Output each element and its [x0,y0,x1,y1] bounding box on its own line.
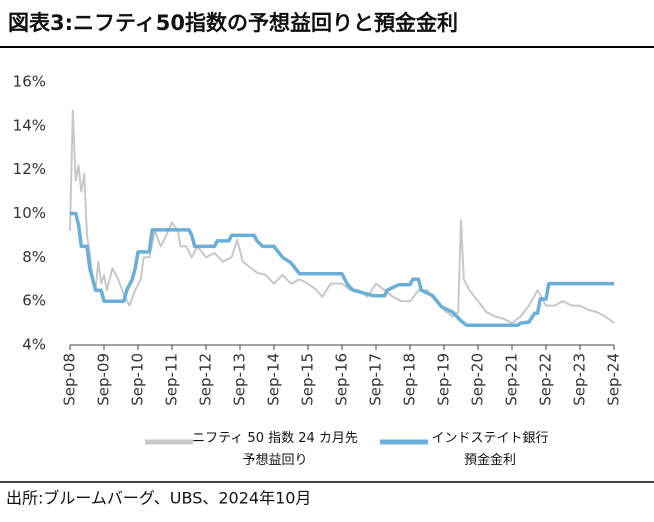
x-tick-label: Sep-18 [401,353,419,406]
x-tick-label: Sep-09 [95,353,113,406]
y-tick-label: 8% [22,248,46,266]
legend-label: ニフティ 50 指数 24 カ月先 予想益回り [192,431,358,468]
y-tick-label: 10% [13,204,46,222]
y-tick-label: 14% [13,116,46,134]
x-tick-label: Sep-13 [231,353,249,406]
series-line [70,211,614,328]
x-tick-label: Sep-21 [503,353,521,406]
x-tick-label: Sep-17 [367,353,385,406]
y-tick-label: 6% [22,292,46,310]
y-tick-label: 16% [13,73,46,91]
x-tick-label: Sep-22 [537,353,555,406]
legend-label-box: インドステイト銀行 預金金利 [431,431,549,468]
legend-label: インドステイト銀行 預金金利 [431,431,549,468]
x-tick-label: Sep-10 [129,353,147,406]
x-tick-label: Sep-14 [265,353,283,406]
x-tick-label: Sep-24 [605,353,623,406]
x-tick-label: Sep-08 [61,353,79,406]
y-tick-label: 12% [13,160,46,178]
x-tick-label: Sep-15 [299,353,317,406]
x-tick-label: Sep-20 [469,353,487,406]
legend-label-box: ニフティ 50 指数 24 カ月先 予想益回り [192,431,358,468]
x-tick-label: Sep-12 [197,353,215,406]
series-line [69,109,615,325]
x-tick-label: Sep-11 [163,353,181,406]
source-note: 出所:ブルームバーグ、UBS、2024年10月 [6,489,311,508]
x-tick-label: Sep-16 [333,353,351,406]
chart-title: 図表3:ニフティ50指数の予想益回りと預金金利 [8,11,458,35]
x-tick-label: Sep-19 [435,353,453,406]
x-tick-label: Sep-23 [571,353,589,406]
y-tick-label: 4% [22,336,46,354]
